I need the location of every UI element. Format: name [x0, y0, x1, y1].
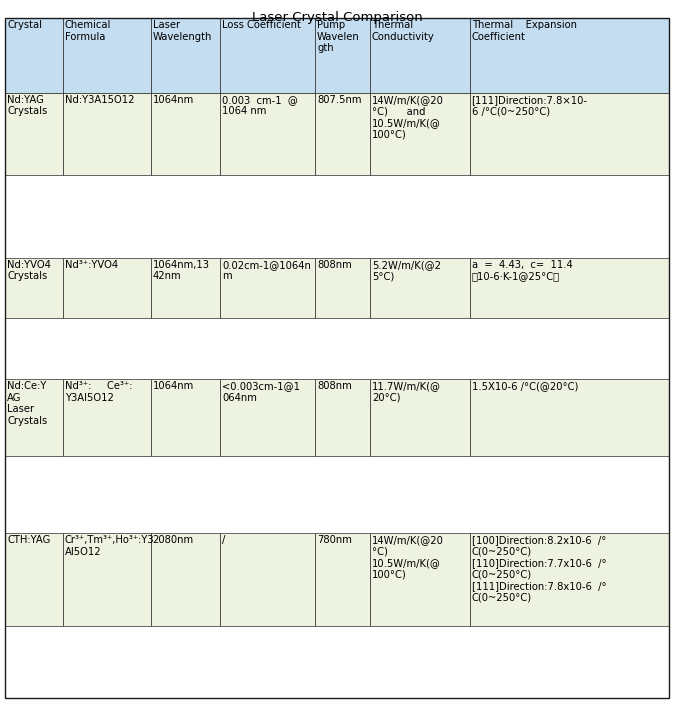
Text: Nd:Ce:Y
AG
Laser
Crystals: Nd:Ce:Y AG Laser Crystals [7, 381, 47, 426]
Text: 1064nm,13
42nm: 1064nm,13 42nm [152, 260, 210, 281]
Text: Pump
Wavelen
gth: Pump Wavelen gth [317, 20, 360, 53]
Text: CTH:YAG: CTH:YAG [7, 535, 51, 545]
Text: 1064nm: 1064nm [152, 95, 194, 105]
Text: Crystal: Crystal [7, 20, 42, 30]
Text: 808nm: 808nm [317, 260, 352, 270]
Text: Nd³⁺:     Ce³⁺:
Y3Al5O12: Nd³⁺: Ce³⁺: Y3Al5O12 [65, 381, 132, 403]
Text: 14W/m/K(@20
°C)      and
10.5W/m/K(@
100°C): 14W/m/K(@20 °C) and 10.5W/m/K(@ 100°C) [372, 95, 443, 140]
Text: Loss Coefficient: Loss Coefficient [222, 20, 301, 30]
Text: 807.5nm: 807.5nm [317, 95, 361, 105]
Text: Chemical
Formula: Chemical Formula [65, 20, 111, 41]
Text: 11.7W/m/K(@
20°C): 11.7W/m/K(@ 20°C) [372, 381, 441, 403]
Text: 0.02cm-1@1064n
m: 0.02cm-1@1064n m [222, 260, 311, 281]
Text: 1064nm: 1064nm [152, 381, 194, 391]
Text: <0.003cm-1@1
064nm: <0.003cm-1@1 064nm [222, 381, 301, 403]
Text: Laser Crystal Comparison: Laser Crystal Comparison [251, 11, 423, 23]
Text: Nd:YAG
Crystals: Nd:YAG Crystals [7, 95, 47, 117]
Text: 808nm: 808nm [317, 381, 352, 391]
Text: Thermal
Conductivity: Thermal Conductivity [372, 20, 435, 41]
Text: Nd³⁺:YVO4: Nd³⁺:YVO4 [65, 260, 118, 270]
Text: Nd:YVO4
Crystals: Nd:YVO4 Crystals [7, 260, 51, 281]
Text: [100]Direction:8.2x10-6  /°
C(0~250°C)
[110]Direction:7.7x10-6  /°
C(0~250°C)
[1: [100]Direction:8.2x10-6 /° C(0~250°C) [1… [472, 535, 606, 603]
Text: Thermal    Expansion
Coefficient: Thermal Expansion Coefficient [472, 20, 576, 41]
Text: Cr³⁺,Tm³⁺,Ho³⁺:Y3
Al5O12: Cr³⁺,Tm³⁺,Ho³⁺:Y3 Al5O12 [65, 535, 154, 557]
Text: 5.2W/m/K(@2
5°C): 5.2W/m/K(@2 5°C) [372, 260, 441, 281]
Text: [111]Direction:7.8×10-
6 /°C(0~250°C): [111]Direction:7.8×10- 6 /°C(0~250°C) [472, 95, 588, 117]
Text: a  =  4.43,  c=  11.4
（10-6·K-1@25°C）: a = 4.43, c= 11.4 （10-6·K-1@25°C） [472, 260, 572, 281]
Text: 780nm: 780nm [317, 535, 352, 545]
Text: 1.5X10-6 /°C(@20°C): 1.5X10-6 /°C(@20°C) [472, 381, 578, 391]
Text: 0.003  cm-1  @
1064 nm: 0.003 cm-1 @ 1064 nm [222, 95, 298, 117]
Text: 2080nm: 2080nm [152, 535, 193, 545]
Text: Nd:Y3A15O12: Nd:Y3A15O12 [65, 95, 134, 105]
Text: Laser
Wavelength: Laser Wavelength [152, 20, 212, 41]
Text: /: / [222, 535, 226, 545]
Text: 14W/m/K(@20
°C)
10.5W/m/K(@
100°C): 14W/m/K(@20 °C) 10.5W/m/K(@ 100°C) [372, 535, 443, 580]
